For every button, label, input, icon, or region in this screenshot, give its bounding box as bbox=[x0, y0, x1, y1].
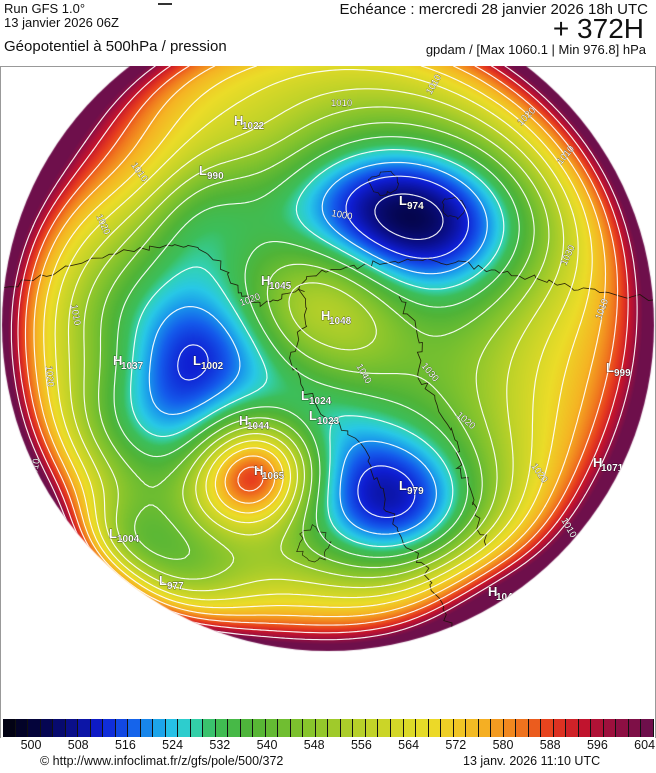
svg-text:1010: 1010 bbox=[28, 458, 43, 481]
svg-text:1010: 1010 bbox=[331, 98, 352, 109]
svg-text:1048: 1048 bbox=[329, 316, 352, 327]
svg-text:1002: 1002 bbox=[201, 361, 224, 372]
svg-text:1010: 1010 bbox=[424, 73, 444, 97]
svg-text:1010: 1010 bbox=[460, 682, 483, 698]
svg-text:1020: 1020 bbox=[454, 410, 477, 432]
svg-text:1065: 1065 bbox=[262, 471, 285, 482]
svg-text:1040: 1040 bbox=[353, 362, 373, 386]
svg-text:1030: 1030 bbox=[419, 361, 441, 384]
svg-text:L: L bbox=[556, 557, 564, 572]
svg-text:1040: 1040 bbox=[496, 592, 519, 603]
svg-text:1010: 1010 bbox=[129, 160, 150, 184]
svg-text:L: L bbox=[399, 193, 407, 208]
svg-text:1010: 1010 bbox=[68, 304, 83, 327]
svg-text:L: L bbox=[606, 360, 614, 375]
svg-text:L: L bbox=[199, 163, 207, 178]
svg-text:1034: 1034 bbox=[564, 565, 587, 576]
svg-text:1024: 1024 bbox=[309, 396, 332, 407]
svg-text:L: L bbox=[159, 573, 167, 588]
svg-text:1020: 1020 bbox=[43, 365, 56, 387]
svg-text:1023: 1023 bbox=[317, 416, 340, 427]
svg-text:1010: 1010 bbox=[558, 516, 578, 540]
svg-text:1010: 1010 bbox=[250, 688, 273, 703]
svg-text:1034: 1034 bbox=[48, 513, 66, 537]
svg-text:1010: 1010 bbox=[69, 608, 90, 632]
svg-text:979: 979 bbox=[407, 486, 424, 497]
svg-text:999: 999 bbox=[614, 368, 631, 379]
svg-text:1045: 1045 bbox=[269, 281, 292, 292]
svg-text:1004: 1004 bbox=[117, 534, 140, 545]
svg-text:1030: 1030 bbox=[420, 658, 444, 676]
svg-text:990: 990 bbox=[207, 171, 224, 182]
svg-text:1000: 1000 bbox=[147, 649, 171, 669]
svg-text:1044: 1044 bbox=[247, 421, 270, 432]
svg-text:977: 977 bbox=[167, 581, 184, 592]
svg-text:L: L bbox=[301, 388, 309, 403]
svg-text:1000: 1000 bbox=[330, 208, 353, 223]
svg-text:1037: 1037 bbox=[121, 361, 144, 372]
svg-text:974: 974 bbox=[407, 201, 424, 212]
svg-text:1010: 1010 bbox=[593, 297, 611, 321]
svg-text:1022: 1022 bbox=[242, 121, 265, 132]
svg-text:L: L bbox=[309, 408, 317, 423]
svg-text:1071: 1071 bbox=[601, 463, 624, 474]
svg-text:1020: 1020 bbox=[529, 461, 550, 485]
svg-text:L: L bbox=[193, 353, 201, 368]
svg-text:L: L bbox=[109, 526, 117, 541]
svg-text:1030: 1030 bbox=[559, 243, 578, 267]
svg-text:L: L bbox=[399, 478, 407, 493]
